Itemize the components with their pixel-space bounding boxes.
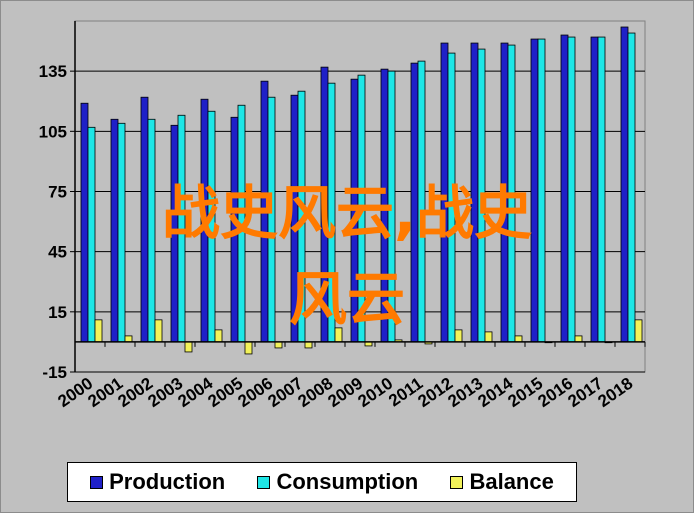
bar-consumption-2011 xyxy=(417,60,426,343)
legend-item-production: Production xyxy=(90,469,225,495)
legend-label-balance: Balance xyxy=(469,469,554,494)
bar-balance-2016 xyxy=(574,335,583,343)
bar-balance-2004 xyxy=(214,329,223,343)
legend-swatch-production xyxy=(90,475,104,489)
bar-consumption-2010 xyxy=(387,70,396,343)
legend-item-balance: Balance xyxy=(450,469,554,495)
bar-consumption-2017 xyxy=(597,36,606,343)
x-tick-labels: 2000200120022003200420052006200720082009… xyxy=(54,373,636,411)
bar-balance-2001 xyxy=(124,335,133,343)
bar-balance-2003 xyxy=(184,341,193,353)
bar-consumption-2012 xyxy=(447,52,456,343)
bar-consumption-2002 xyxy=(147,118,156,343)
y-tick-label: 135 xyxy=(39,62,67,81)
bar-balance-2002 xyxy=(154,319,163,343)
bar-production-2010 xyxy=(380,68,389,343)
bar-consumption-2004 xyxy=(207,110,216,343)
bar-production-2003 xyxy=(170,124,179,343)
bar-consumption-2006 xyxy=(267,96,276,343)
bar-balance-2005 xyxy=(244,341,253,355)
bar-production-2018 xyxy=(620,26,629,343)
bar-production-2015 xyxy=(530,38,539,343)
bar-balance-2012 xyxy=(454,329,463,343)
bar-production-2014 xyxy=(500,42,509,343)
bar-production-2016 xyxy=(560,34,569,343)
bar-consumption-2008 xyxy=(327,82,336,343)
bar-balance-2007 xyxy=(304,341,313,349)
bar-production-2005 xyxy=(230,116,239,343)
bar-production-2004 xyxy=(200,98,209,343)
bar-consumption-2007 xyxy=(297,90,306,343)
y-tick-label: 45 xyxy=(48,243,67,262)
legend-swatch-balance xyxy=(450,475,464,489)
bar-balance-2014 xyxy=(514,335,523,343)
bar-production-2001 xyxy=(110,118,119,343)
bar-production-2006 xyxy=(260,80,269,343)
x-tick-label: 2018 xyxy=(594,374,636,411)
bar-consumption-2013 xyxy=(477,48,486,343)
bar-production-2008 xyxy=(320,66,329,343)
bar-production-2007 xyxy=(290,94,299,343)
legend-label-production: Production xyxy=(109,469,226,494)
legend: Production Consumption Balance xyxy=(67,462,577,502)
bar-consumption-2003 xyxy=(177,114,186,343)
bar-balance-2008 xyxy=(334,327,343,343)
bar-balance-2000 xyxy=(94,319,103,343)
legend-label-consumption: Consumption xyxy=(276,469,419,494)
bar-production-2017 xyxy=(590,36,599,343)
bar-balance-2013 xyxy=(484,331,493,343)
y-tick-label: 75 xyxy=(48,182,67,201)
axes xyxy=(74,21,646,372)
bar-consumption-2005 xyxy=(237,104,246,343)
y-tick-label: 105 xyxy=(39,122,67,141)
bar-consumption-2000 xyxy=(87,126,96,343)
bar-production-2012 xyxy=(440,42,449,343)
bar-consumption-2014 xyxy=(507,44,516,343)
bar-production-2011 xyxy=(410,62,419,343)
bar-consumption-2009 xyxy=(357,74,366,343)
y-tick-labels: -15 15 45 75 105 135 xyxy=(39,62,67,382)
y-tick-label: -15 xyxy=(42,363,67,382)
legend-swatch-consumption xyxy=(257,475,271,489)
bar-production-2002 xyxy=(140,96,149,343)
bar-balance-2006 xyxy=(274,341,283,349)
bar-production-2013 xyxy=(470,42,479,343)
bar-consumption-2018 xyxy=(627,32,636,343)
y-tick-label: 15 xyxy=(48,303,67,322)
bar-consumption-2001 xyxy=(117,122,126,343)
bar-balance-2018 xyxy=(634,319,643,343)
legend-item-consumption: Consumption xyxy=(257,469,418,495)
bar-production-2009 xyxy=(350,78,359,343)
bar-consumption-2016 xyxy=(567,36,576,343)
bar-production-2000 xyxy=(80,102,89,343)
bar-consumption-2015 xyxy=(537,38,546,343)
bars xyxy=(80,26,643,355)
